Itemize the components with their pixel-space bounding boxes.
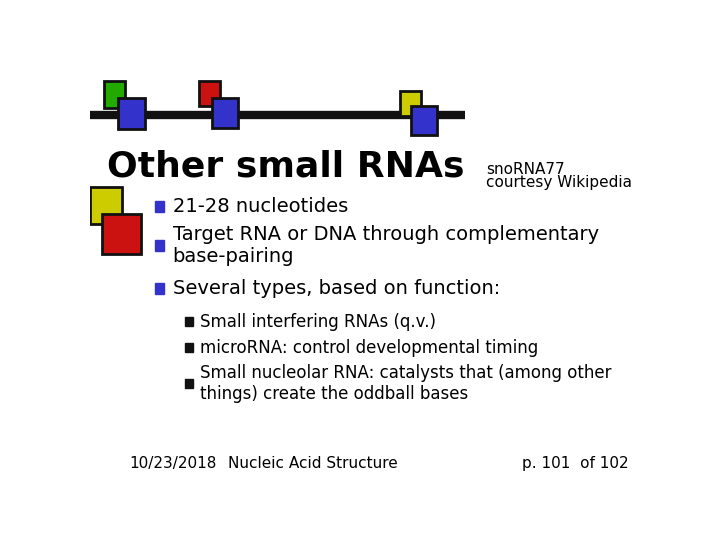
Bar [400,91,421,116]
Text: Several types, based on function:: Several types, based on function: [173,279,500,298]
Bar [411,106,437,134]
Text: courtesy Wikipedia: courtesy Wikipedia [486,176,632,191]
Text: Nucleic Acid Structure: Nucleic Acid Structure [228,456,398,471]
Bar [155,201,164,212]
Bar [102,214,141,254]
Bar [199,82,220,106]
Text: 10/23/2018: 10/23/2018 [129,456,217,471]
Bar [118,98,145,129]
Bar [186,317,193,326]
Text: microRNA: control developmental timing: microRNA: control developmental timing [200,339,539,356]
Bar [90,187,122,224]
Bar [104,82,125,109]
Text: Target RNA or DNA through complementary
base-pairing: Target RNA or DNA through complementary … [173,225,599,266]
Bar [186,379,193,388]
Text: Small interfering RNAs (q.v.): Small interfering RNAs (q.v.) [200,313,436,331]
Text: Other small RNAs: Other small RNAs [107,150,464,184]
Text: p. 101  of 102: p. 101 of 102 [522,456,629,471]
Text: Small nucleolar RNA: catalysts that (among other
things) create the oddball base: Small nucleolar RNA: catalysts that (amo… [200,364,612,403]
Bar [155,283,164,294]
Bar [155,240,164,251]
Bar [186,343,193,352]
Bar [212,98,238,128]
Text: snoRNA77: snoRNA77 [486,162,564,177]
Text: 21-28 nucleotides: 21-28 nucleotides [173,197,348,215]
